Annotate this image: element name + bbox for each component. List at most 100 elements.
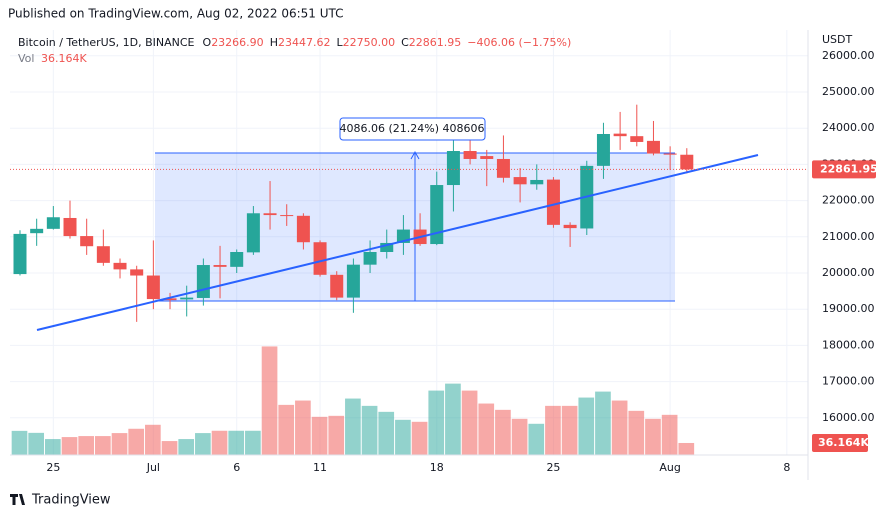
- candle-body: [330, 274, 344, 298]
- x-tick-label: 25: [546, 461, 560, 474]
- candle-body: [180, 297, 194, 300]
- candle-body: [280, 215, 294, 217]
- volume-bar: [478, 403, 495, 455]
- volume-bar: [611, 400, 628, 455]
- published-note: Published on TradingView.com, Aug 02, 20…: [8, 7, 344, 21]
- ohlc-value: 23447.62: [278, 36, 331, 49]
- volume-bar: [311, 416, 328, 455]
- vol-legend-value: 36.164K: [41, 52, 87, 65]
- volume-bar: [228, 430, 245, 455]
- volume-bar: [378, 411, 395, 455]
- candle-body: [246, 213, 260, 253]
- ohlc-value: 23266.90: [211, 36, 264, 49]
- candle-body: [130, 269, 144, 276]
- volume-bar: [245, 430, 261, 455]
- y-tick-label: 22000.00: [822, 194, 875, 207]
- candle-body: [663, 153, 677, 155]
- measure-label: 4086.06 (21.24%) 408606: [340, 122, 485, 135]
- x-tick-label: 8: [783, 461, 790, 474]
- volume-bar: [161, 441, 178, 455]
- y-tick-label: 19000.00: [822, 302, 875, 315]
- candle-body: [380, 242, 394, 253]
- last-price-label: 22861.95: [820, 162, 878, 175]
- candle-body: [513, 177, 527, 185]
- trend-line: [36, 154, 759, 331]
- volume-bar: [28, 432, 45, 455]
- candle-body: [363, 252, 377, 265]
- x-tick-label: 6: [233, 461, 240, 474]
- volume-bar: [628, 410, 645, 455]
- volume-bar: [195, 433, 211, 455]
- volume-bar: [645, 418, 661, 455]
- volume-bar: [678, 442, 695, 455]
- ohlc-label: L: [336, 36, 343, 49]
- vol-legend-label: Vol: [18, 52, 34, 65]
- volume-bar: [178, 439, 195, 455]
- x-tick-label: 11: [313, 461, 327, 474]
- candle-body: [563, 224, 577, 229]
- y-tick-label: 26000.00: [822, 49, 875, 62]
- volume-bar: [128, 428, 145, 455]
- candle-body: [313, 242, 327, 275]
- ohlc-value: 22750.00: [343, 36, 396, 49]
- volume-bar: [428, 390, 445, 455]
- change: −406.06 (−1.75%): [467, 36, 571, 49]
- volume-bar: [595, 391, 611, 455]
- volume-bar: [461, 390, 478, 455]
- volume-bar: [578, 397, 595, 455]
- volume-bar: [211, 430, 228, 455]
- x-tick-label: Aug: [659, 461, 680, 474]
- candle-body: [213, 265, 227, 267]
- volume-bar: [411, 421, 428, 455]
- ohlc-label: O: [203, 36, 212, 49]
- candle-body: [480, 156, 494, 159]
- y-tick-label: 24000.00: [822, 121, 875, 134]
- volume-bar: [95, 436, 111, 455]
- volume-bar: [511, 418, 528, 455]
- volume-bar: [278, 404, 295, 455]
- last-price-box: [812, 160, 876, 179]
- legend: Bitcoin / TetherUS, 1D, BINANCE O 23266.9…: [18, 36, 571, 49]
- y-tick-label: 21000.00: [822, 230, 875, 243]
- chart-title: Bitcoin / TetherUS, 1D, BINANCE: [18, 36, 195, 49]
- ohlc-value: 22861.95: [409, 36, 462, 49]
- candle-body: [463, 151, 477, 159]
- volume-bar: [661, 414, 678, 455]
- volume-bar: [295, 400, 311, 455]
- volume-bar: [528, 423, 545, 455]
- volume-bar: [78, 436, 95, 455]
- candle-body: [596, 133, 610, 166]
- candle-body: [196, 265, 210, 298]
- candle-body: [30, 228, 44, 234]
- ohlc-label: H: [270, 36, 278, 49]
- volume-bar: [11, 430, 28, 455]
- measure-label-box: [339, 117, 486, 141]
- volume-bar: [328, 415, 345, 455]
- candle-body: [230, 252, 244, 267]
- candle-body: [146, 275, 160, 300]
- x-tick-label: 25: [46, 461, 60, 474]
- ohlc-label: C: [401, 36, 409, 49]
- candle-body: [646, 140, 660, 154]
- candle-body: [446, 151, 460, 186]
- candle-body: [613, 133, 627, 137]
- volume-bar: [545, 405, 561, 455]
- candle-body: [530, 179, 544, 185]
- x-tick-label: 18: [430, 461, 444, 474]
- brand-logo: [10, 494, 25, 505]
- volume-box: [812, 433, 868, 452]
- volume-bar: [261, 346, 278, 455]
- candle-body: [263, 213, 277, 216]
- y-tick-label: 17000.00: [822, 375, 875, 388]
- volume-bar: [111, 433, 128, 455]
- volume-bar: [45, 439, 61, 455]
- volume-bar: [561, 405, 578, 455]
- y-tick-label: 18000.00: [822, 338, 875, 351]
- candle-body: [13, 233, 27, 275]
- candle-body: [346, 264, 360, 298]
- brand-name: TradingView: [31, 493, 111, 508]
- candle-body: [630, 136, 644, 142]
- candle-body: [80, 236, 94, 247]
- candle-body: [680, 154, 694, 170]
